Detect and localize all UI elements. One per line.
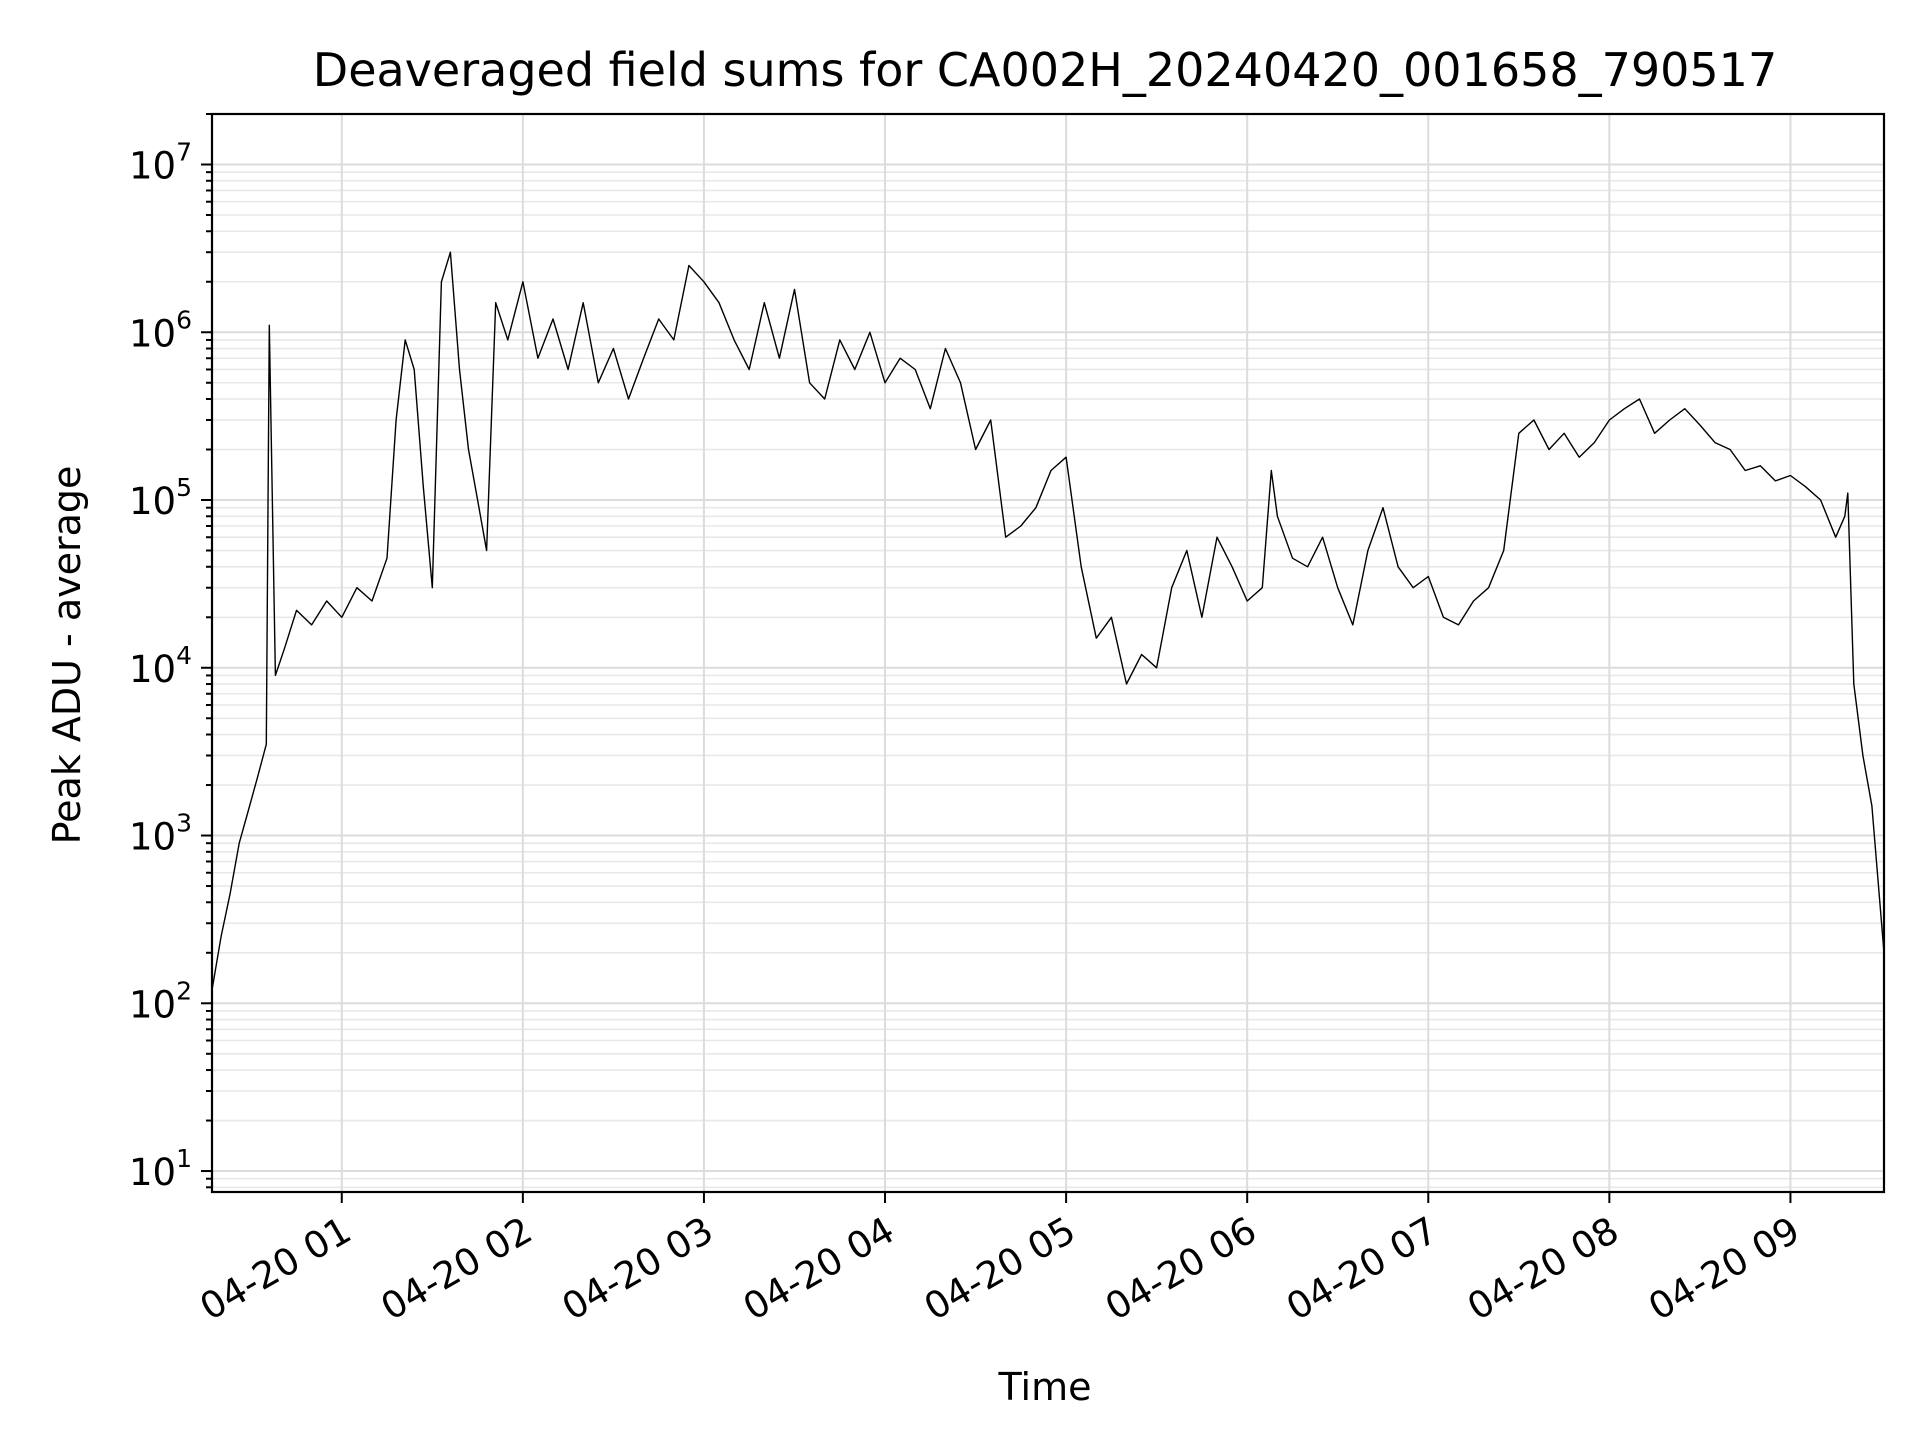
y-tick-label: 106 <box>129 305 192 355</box>
chart-title: Deaveraged field sums for CA002H_2024042… <box>313 43 1777 97</box>
series-line <box>211 251 1885 991</box>
y-tick-label: 103 <box>129 809 192 859</box>
y-tick-label: 104 <box>129 641 192 691</box>
y-tick-label: 101 <box>129 1144 192 1194</box>
series-layer <box>211 251 1885 991</box>
y-axis-label: Peak ADU - average <box>45 466 89 845</box>
y-tick-label: 102 <box>129 976 192 1026</box>
x-axis-label: Time <box>998 1365 1092 1409</box>
y-tick-label: 105 <box>129 473 192 523</box>
grid <box>212 113 1884 1192</box>
plot-frame <box>210 112 1886 1194</box>
y-tick-label: 107 <box>129 137 192 187</box>
